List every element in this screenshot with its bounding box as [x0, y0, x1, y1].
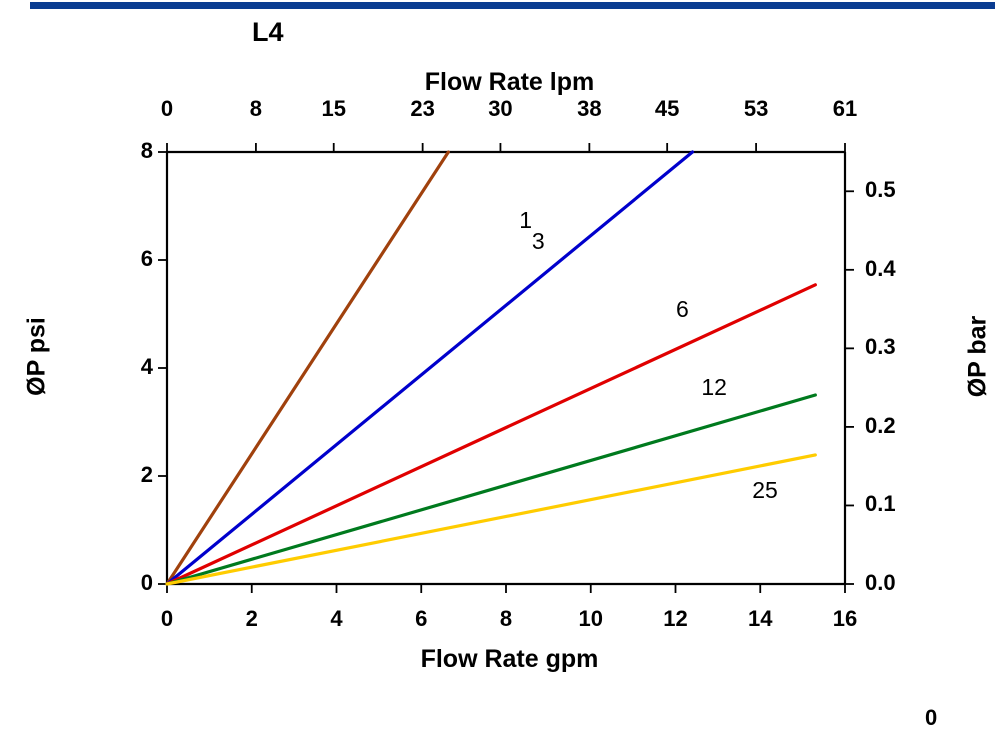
- x2-tick-label-6: 45: [654, 96, 680, 121]
- curve-label-25: 25: [752, 476, 778, 503]
- x-tick-label-5: 10: [578, 606, 603, 631]
- x-tick-label-7: 14: [748, 606, 773, 631]
- header-accent-rule: [30, 2, 995, 9]
- x-tick-label-1: 2: [245, 606, 258, 631]
- x2-tick-label-3: 23: [410, 96, 435, 121]
- x2-tick-label-0: 0: [160, 96, 174, 121]
- x2-tick-label-4: 30: [488, 96, 513, 121]
- y2-tick-label-3: 0.3: [865, 334, 896, 360]
- curve-12: [165, 393, 817, 586]
- axes-frame: [165, 150, 847, 586]
- x-tick-label-3: 6: [415, 606, 428, 631]
- x-tick-label-4: 8: [499, 606, 513, 631]
- x-tick-label-6: 12: [663, 606, 688, 631]
- curve-1: [165, 150, 450, 586]
- curve-3: [165, 150, 695, 586]
- y-tick-label-3: 6: [140, 246, 153, 271]
- y2-tick-label-2: 0.2: [865, 412, 896, 438]
- y-tick-label-2: 4: [140, 354, 153, 379]
- curve-label-6: 6: [675, 295, 689, 322]
- x-tick-label-0: 0: [160, 606, 174, 631]
- y-tick-label-1: 2: [140, 462, 153, 487]
- chart-title: L4: [252, 17, 284, 47]
- curve-label-3: 3: [531, 228, 545, 255]
- axis-ticks: [158, 143, 854, 593]
- x-tick-label-8: 16: [832, 606, 858, 631]
- curve-label-1: 1: [519, 206, 532, 233]
- y2-tick-label-0: 0.0: [865, 570, 896, 595]
- top-axis-title: Flow Rate lpm: [424, 68, 595, 96]
- x2-tick-label-1: 8: [249, 96, 263, 121]
- curve-label-12: 12: [701, 373, 727, 400]
- x-tick-label-2: 4: [330, 606, 343, 631]
- curve-25: [165, 453, 817, 586]
- data-curves: [165, 150, 817, 586]
- corner-zero-mark: 0: [925, 705, 938, 730]
- bottom-axis-title: Flow Rate gpm: [420, 645, 599, 673]
- y2-tick-label-4: 0.4: [865, 255, 896, 281]
- y-tick-label-0: 0: [140, 570, 153, 595]
- x2-tick-label-8: 61: [832, 96, 858, 121]
- y2-tick-label-1: 0.1: [865, 491, 896, 517]
- x2-tick-label-5: 38: [577, 96, 602, 121]
- y2-tick-label-5: 0.5: [865, 177, 896, 203]
- x2-tick-label-7: 53: [743, 96, 769, 121]
- x2-tick-label-2: 15: [321, 96, 346, 121]
- curve-6: [165, 283, 817, 586]
- y-tick-label-4: 8: [140, 138, 153, 163]
